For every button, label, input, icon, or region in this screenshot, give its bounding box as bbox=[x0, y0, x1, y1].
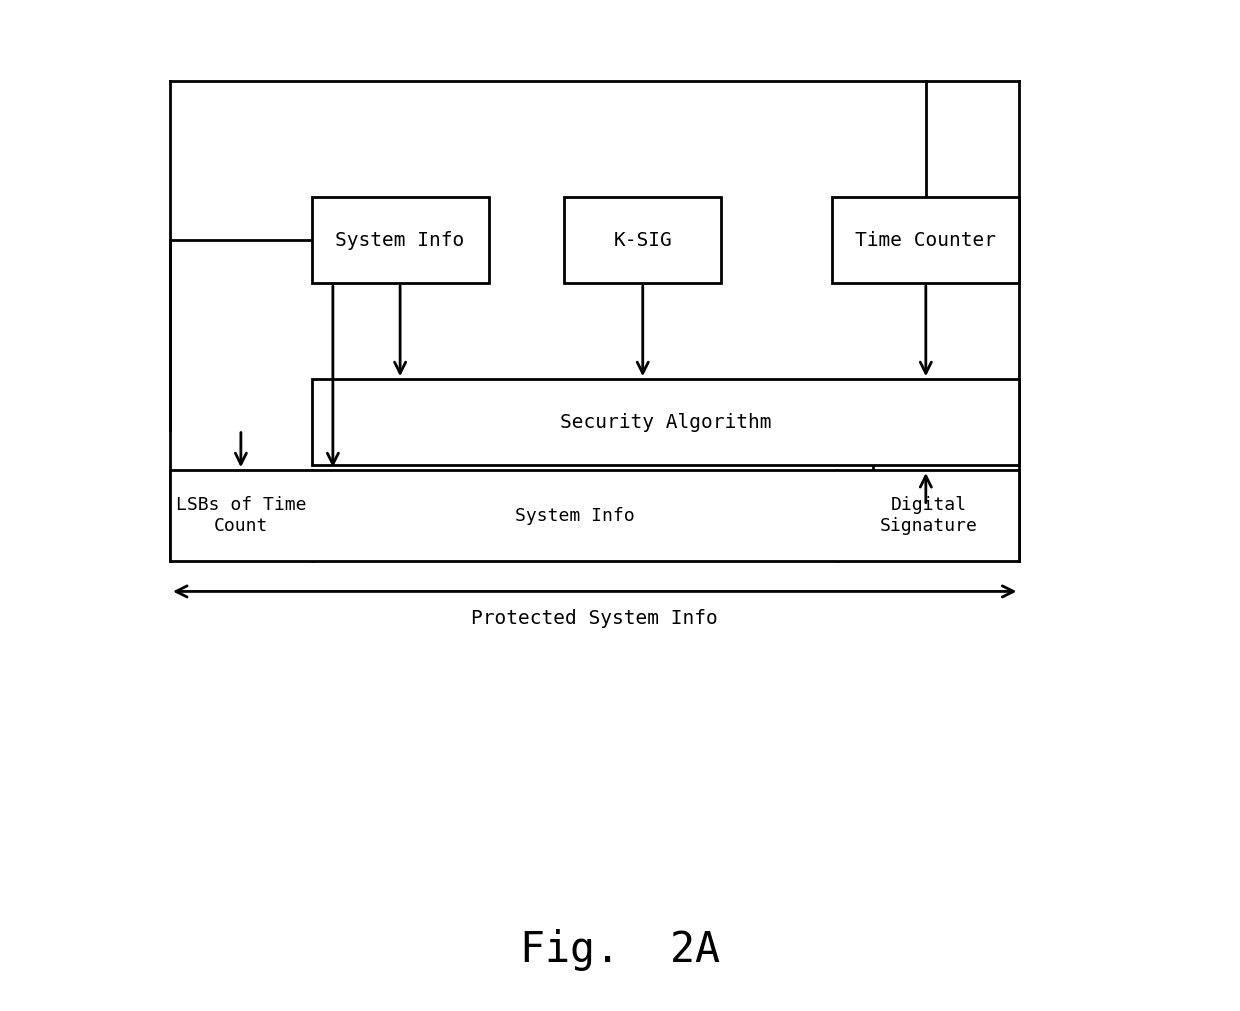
Bar bbox=[170, 470, 1019, 561]
Text: Security Algorithm: Security Algorithm bbox=[559, 412, 771, 432]
Bar bbox=[832, 197, 1019, 283]
Text: K-SIG: K-SIG bbox=[614, 231, 672, 250]
Text: LSBs of Time
Count: LSBs of Time Count bbox=[176, 496, 306, 535]
Text: Fig.  2A: Fig. 2A bbox=[520, 929, 720, 972]
Text: System Info: System Info bbox=[336, 231, 465, 250]
Text: Time Counter: Time Counter bbox=[856, 231, 996, 250]
Text: Protected System Info: Protected System Info bbox=[471, 610, 718, 628]
Text: Digital
Signature: Digital Signature bbox=[879, 496, 977, 535]
Bar bbox=[311, 197, 489, 283]
Bar bbox=[311, 379, 1019, 465]
Bar bbox=[564, 197, 722, 283]
Text: System Info: System Info bbox=[515, 507, 635, 525]
